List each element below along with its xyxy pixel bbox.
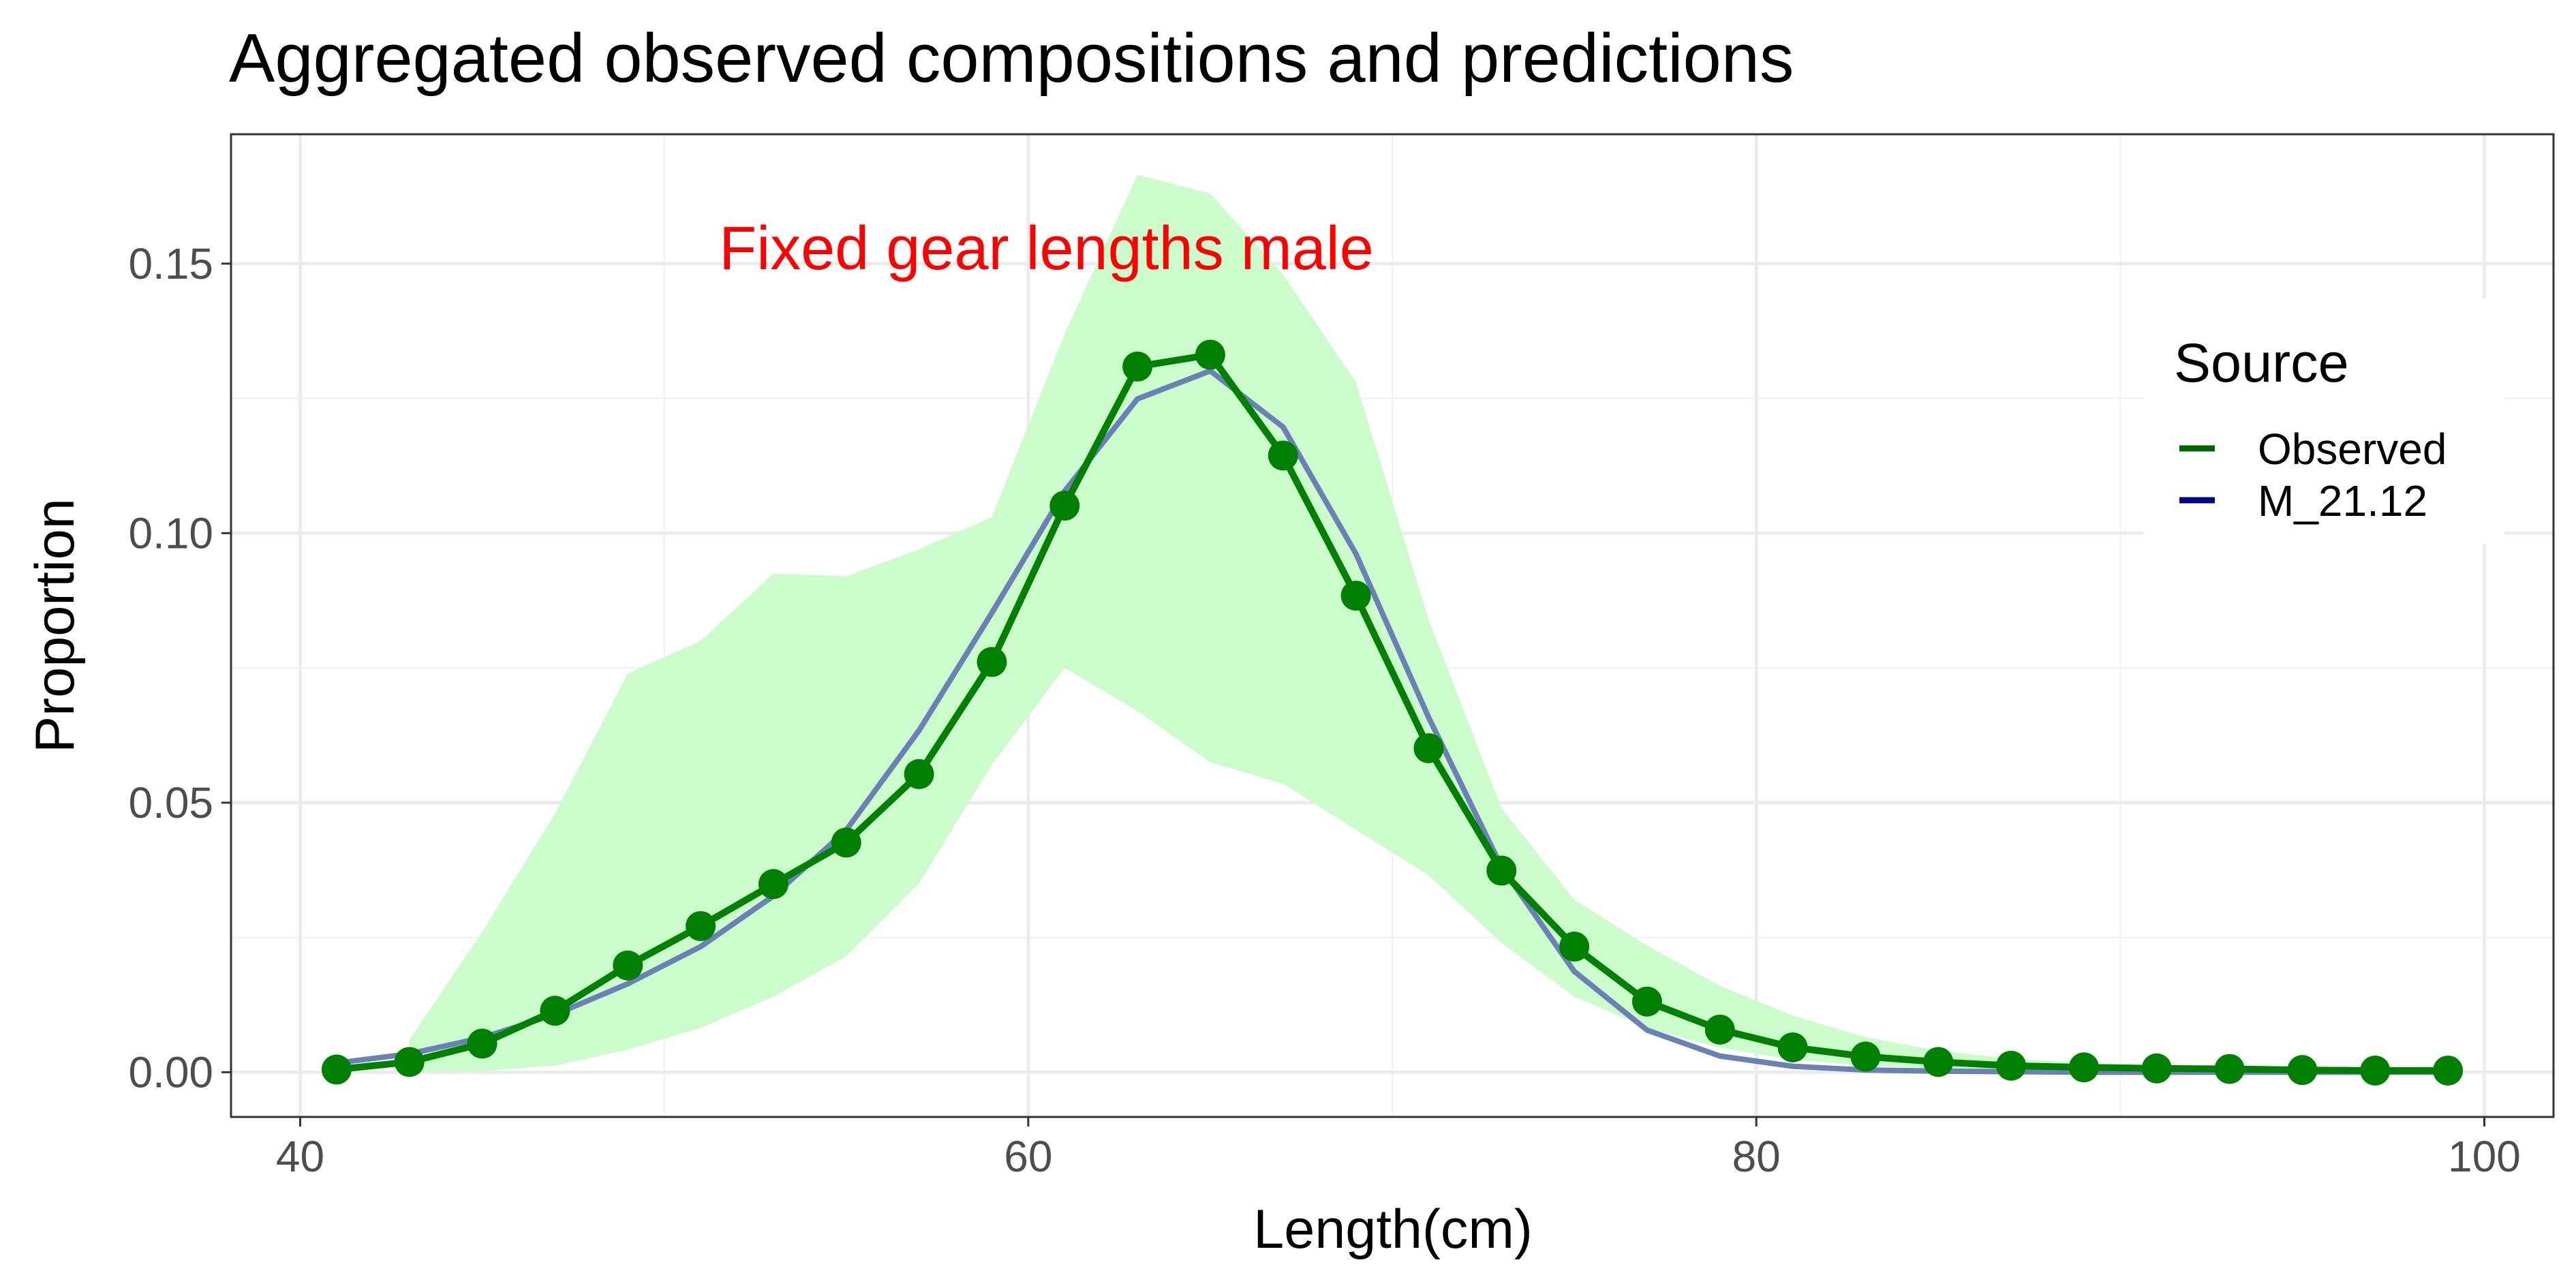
data-point [686,910,716,941]
data-point [831,827,861,858]
data-point [1413,733,1444,763]
x-axis: 40 60 80 100 [276,1117,2521,1181]
data-point [1340,581,1371,611]
y-axis-title: Proportion [25,498,86,753]
data-point [758,869,788,900]
data-point [2214,1054,2245,1084]
data-point [1777,1032,1808,1062]
data-point [2068,1052,2099,1083]
plot-border [230,133,2555,1118]
legend-label: Observed [2258,425,2447,474]
band-area [409,174,2449,1073]
data-point [540,996,570,1026]
data-point [1631,986,1662,1017]
x-tick-label: 60 [1004,1132,1052,1181]
data-point [1559,932,1590,962]
data-point [1850,1041,1881,1072]
data-point [904,758,934,789]
data-point [2433,1055,2464,1086]
data-point [394,1047,425,1077]
x-axis-title: Length(cm) [1253,1199,1533,1260]
data-point [2141,1053,2172,1084]
data-point [613,950,643,981]
observed-series [321,339,2464,1086]
data-point [1049,491,1080,521]
annotation-label: Fixed gear lengths male [719,215,1374,283]
data-point [467,1028,497,1059]
data-point [2360,1055,2391,1086]
confidence-band [409,174,2449,1073]
chart-title: Aggregated observed compositions and pre… [229,20,1794,97]
data-point [1704,1014,1735,1045]
data-point [2287,1055,2318,1086]
data-point [1996,1050,2027,1081]
y-tick-label: 0.15 [128,239,213,288]
legend-label: M_21.12 [2258,476,2427,525]
y-tick-label: 0.05 [128,778,213,827]
data-point [321,1054,352,1085]
x-tick-label: 80 [1732,1132,1781,1181]
data-point [1195,339,1225,370]
data-point [977,647,1007,677]
data-point [1268,440,1298,471]
y-axis: 0.00 0.05 0.10 0.15 [128,239,231,1097]
y-tick-label: 0.00 [128,1047,213,1097]
y-tick-label: 0.10 [128,508,213,557]
x-tick-label: 40 [276,1132,324,1181]
legend-title: Source [2174,333,2349,394]
data-point [1122,351,1153,382]
data-point [1923,1047,1954,1077]
data-point [1486,855,1517,886]
x-tick-label: 100 [2448,1132,2521,1181]
